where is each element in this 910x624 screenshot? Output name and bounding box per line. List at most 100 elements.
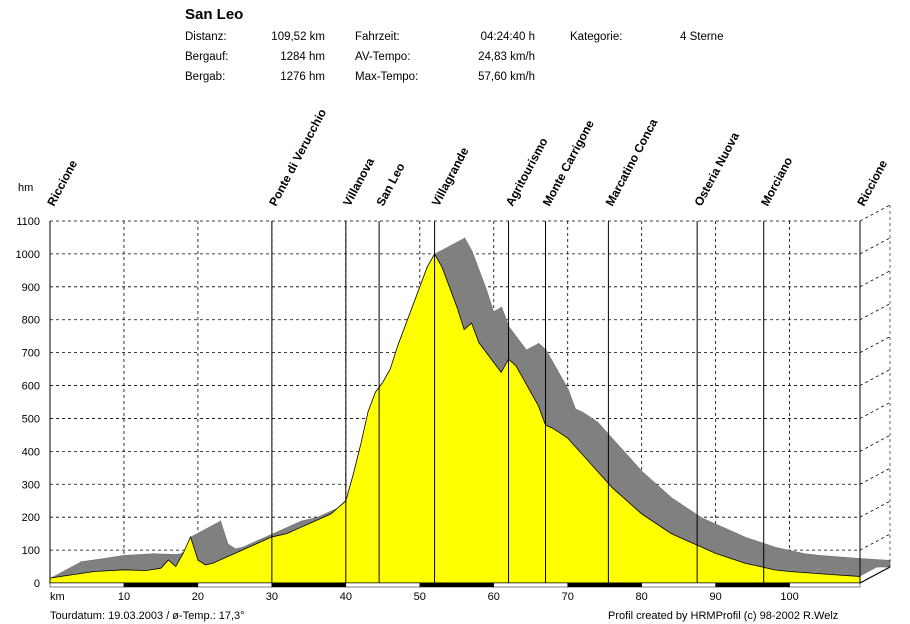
profile-side-segment [538, 389, 576, 426]
profile-side-segment [190, 520, 228, 560]
credit-footer: Profil created by HRMProfil (c) 98-2002 … [608, 610, 839, 622]
km-scale-bar [715, 582, 790, 588]
km-scale-bar [49, 582, 125, 588]
distance-label: Distanz: [185, 31, 227, 43]
profile-side-segment [515, 349, 554, 379]
ride-time-label: Fahrzeit: [355, 31, 400, 43]
grid-depth-line [859, 467, 891, 485]
profile-side-segment [545, 409, 583, 429]
profile-side-segment [94, 553, 154, 572]
profile-side-segment [123, 553, 177, 571]
descent-value: 1276 hm [280, 71, 325, 83]
place-label: Villagrande [429, 145, 472, 209]
profile-side-segment [774, 553, 820, 572]
km-scale-bar [345, 582, 421, 588]
profile-side-segment [72, 555, 125, 575]
profile-side-segment [486, 336, 524, 363]
y-tick-label: 200 [22, 512, 40, 524]
place-label: Marcatino Conca [603, 116, 661, 208]
profile-side-segment [508, 343, 546, 366]
profile-side-segment [612, 471, 657, 501]
x-tick-label: 70 [562, 591, 574, 603]
profile-side-segment [626, 484, 672, 514]
profile-side-segment [671, 517, 717, 541]
tour-date-footer: Tourdatum: 19.03.2003 / ø-Temp.: 17,3° [50, 610, 245, 622]
profile-side-segment [582, 438, 628, 472]
x-tick-label: 60 [488, 591, 500, 603]
profile-side-segment [811, 557, 864, 575]
grid-depth-line [859, 237, 891, 255]
descent-label: Bergab: [185, 71, 226, 83]
y-tick-label: 500 [22, 413, 40, 425]
x-tick-label: 30 [266, 591, 278, 603]
profile-side-segment [50, 558, 103, 579]
km-scale-bar [789, 582, 861, 588]
grid-depth-line [859, 303, 891, 321]
x-tick-label: 20 [192, 591, 204, 603]
profile-side-segment [715, 537, 761, 559]
avg-speed-label: AV-Tempo: [355, 51, 411, 63]
y-tick-label: 1000 [16, 249, 40, 261]
place-label: Monte Carrigone [540, 117, 597, 208]
place-label: Riccione [44, 157, 80, 208]
profile-side-segment [456, 290, 495, 330]
max-speed-value: 57,60 km/h [478, 71, 535, 83]
y-tick-label: 0 [34, 578, 40, 590]
ride-time-value: 04:24:40 h [480, 31, 535, 43]
grid-depth-line [859, 500, 891, 518]
profile-side-segment [205, 547, 243, 565]
y-tick-label: 100 [22, 545, 40, 557]
grid-depth-line [859, 270, 891, 288]
ascent-value: 1284 hm [280, 51, 325, 63]
distance-value: 109,52 km [271, 31, 325, 43]
y-tick-label: 800 [22, 315, 40, 327]
x-axis-unit: km [50, 591, 65, 603]
place-label: San Leo [373, 161, 407, 209]
grid-depth-line [859, 533, 891, 551]
profile-side-segment [760, 550, 805, 570]
profile-side-segment [656, 507, 702, 534]
profile-side-segment [441, 251, 480, 287]
profile-side-segment [434, 237, 472, 268]
y-tick-label: 600 [22, 381, 40, 393]
y-tick-label: 400 [22, 446, 40, 458]
y-tick-label: 700 [22, 348, 40, 360]
profile-side-segment [286, 511, 332, 534]
km-scale-bar [567, 582, 642, 588]
profile-side-segment [478, 326, 517, 353]
profile-side-segment [257, 520, 302, 544]
y-tick-label: 1100 [16, 216, 40, 228]
place-label: Osteria Nuova [691, 130, 742, 209]
km-scale-bar [271, 582, 347, 588]
y-tick-label: 900 [22, 282, 40, 294]
profile-side-segment [789, 555, 842, 574]
profile-side-segment [745, 547, 791, 567]
ascent-label: Bergauf: [185, 51, 229, 63]
x-tick-label: 90 [710, 591, 722, 603]
profile-side-segment [197, 543, 236, 565]
profile-side-segment [271, 517, 317, 537]
profile-side-segment [530, 376, 569, 406]
profile-side-segment [641, 497, 687, 524]
profile-side-segment [234, 527, 288, 554]
km-scale-bar [123, 582, 199, 588]
profile-side-segment [567, 422, 613, 455]
floor-depth-line [859, 566, 891, 584]
profile-side-segment [552, 412, 598, 439]
grid-depth-line [859, 369, 891, 386]
place-label: Ponte di Verucchio [266, 106, 329, 208]
category-label: Kategorie: [570, 31, 623, 43]
grid-depth-line [859, 402, 891, 419]
y-tick-label: 300 [22, 479, 40, 491]
profile-area [49, 253, 861, 584]
x-tick-label: 80 [636, 591, 648, 603]
profile-side-segment [471, 307, 509, 343]
profile-side-segment [449, 270, 487, 307]
category-value: 4 Sterne [680, 31, 724, 43]
x-tick-label: 40 [340, 591, 352, 603]
place-label: Riccione [854, 157, 890, 208]
profile-side-segment [212, 537, 265, 564]
place-label: Villanova [340, 155, 377, 208]
place-label: Morciano [758, 155, 795, 209]
km-scale-bar [493, 582, 568, 588]
